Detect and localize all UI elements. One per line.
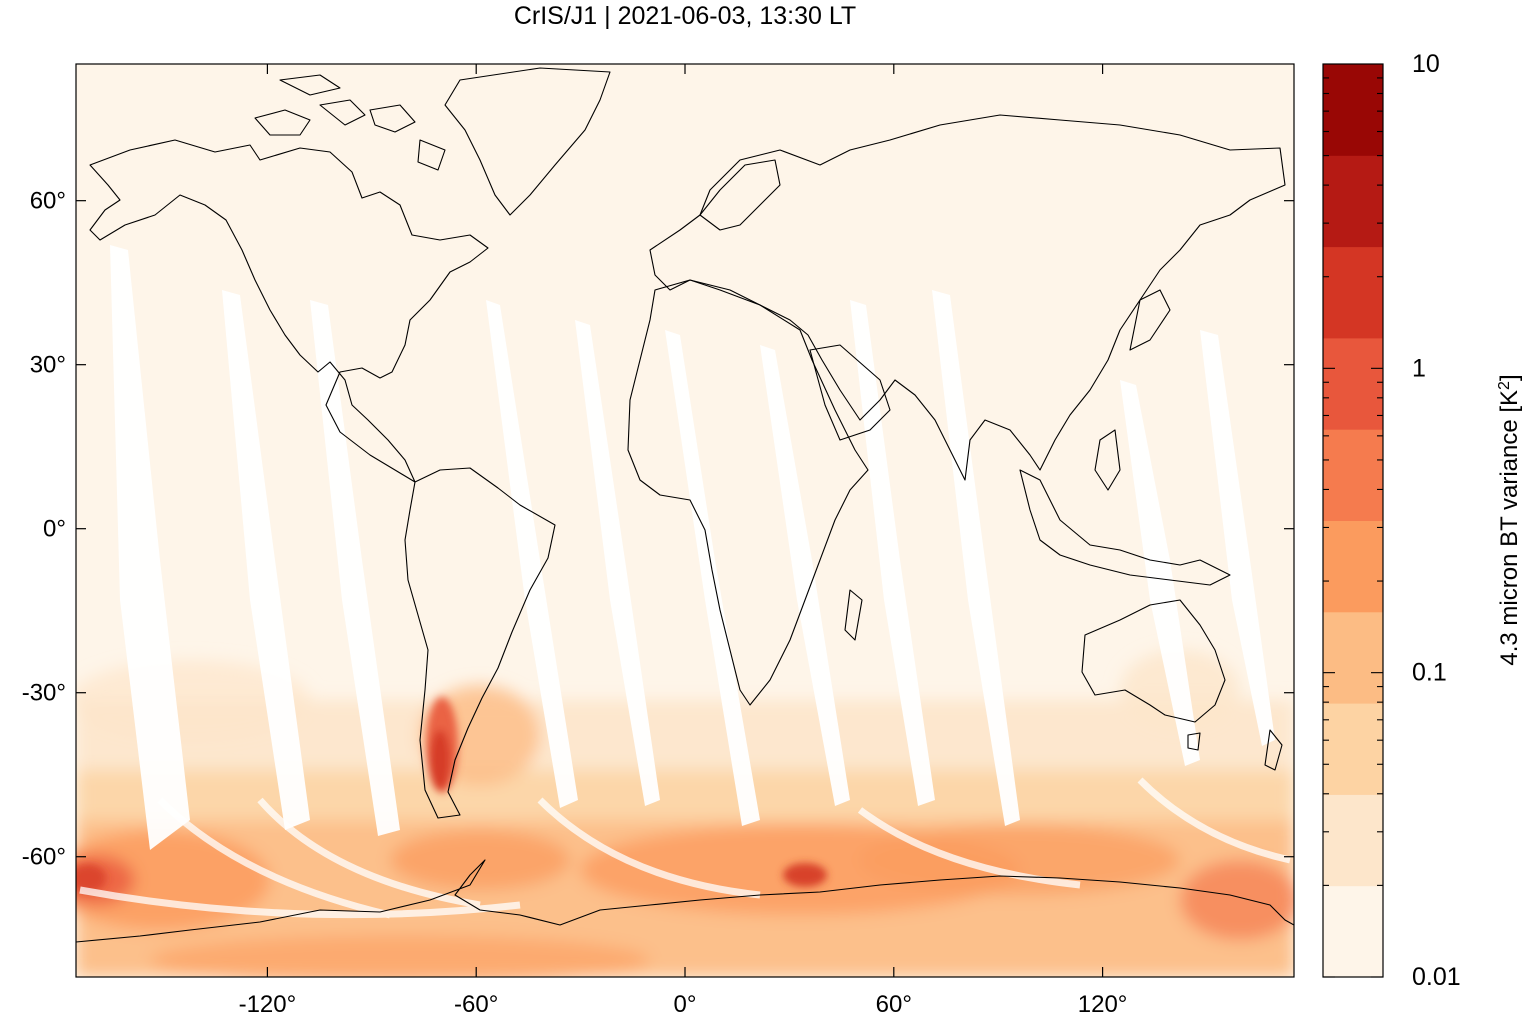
y-tick-label: -60° <box>22 844 66 871</box>
colorbar-blocks <box>1323 64 1383 978</box>
y-tick-label: 60° <box>30 188 66 215</box>
y-tick-label: 0° <box>43 516 66 543</box>
colorbar-ticks: 10 1 0.1 0.01 <box>1323 50 1461 991</box>
colorbar-tick-label: 0.1 <box>1412 659 1447 687</box>
coast-new-zealand <box>1264 729 1283 771</box>
x-axis: -120° -60° 0° 60° 120° <box>239 64 1128 1018</box>
colorbar-label-main: 4.3 micron BT variance [K <box>1496 390 1522 666</box>
coast-europe-asia <box>649 114 1286 481</box>
coast-arctic-islands <box>254 74 446 171</box>
colorbar-block <box>1323 794 1383 887</box>
coast-southeast-asia <box>1019 429 1231 586</box>
colorbar-block <box>1323 885 1383 978</box>
colorbar-frame <box>1322 63 1384 978</box>
coast-south-america <box>404 467 556 819</box>
coast-arabia <box>809 344 891 441</box>
colorbar-block <box>1323 155 1383 248</box>
colorbar-tick-label: 0.01 <box>1412 963 1461 991</box>
colorbar-block <box>1323 520 1383 613</box>
x-tick-label: 120° <box>1078 991 1128 1018</box>
colorbar-block <box>1323 337 1383 430</box>
x-tick-label: 60° <box>876 991 912 1018</box>
coast-africa <box>627 279 869 706</box>
orbit-gaps <box>110 245 1275 850</box>
chart-title: CrIS/J1 | 2021-06-03, 13:30 LT <box>513 2 857 30</box>
y-tick-label: 30° <box>30 352 66 379</box>
colorbar-block <box>1323 703 1383 795</box>
x-tick-label: 0° <box>674 991 697 1018</box>
coast-australia <box>1081 599 1226 723</box>
colorbar-label-sup: 2 <box>1496 381 1513 390</box>
coast-scandinavia <box>699 159 781 231</box>
colorbar-tick-label: 10 <box>1412 50 1440 78</box>
variance-field <box>76 650 1294 977</box>
variance-hotspots <box>76 697 827 892</box>
colorbar-label-close: ] <box>1496 374 1522 381</box>
coastlines <box>76 67 1294 943</box>
colorbar-block <box>1323 429 1383 521</box>
y-axis: 60° 30° 0° -30° -60° <box>22 188 1294 871</box>
colorbar-label: 4.3 micron BT variance [K2] <box>1496 374 1522 665</box>
coast-madagascar <box>844 589 863 641</box>
coast-greenland <box>444 67 611 216</box>
colorbar: 10 1 0.1 0.01 4.3 micron BT variance [K2] <box>1322 50 1522 991</box>
coast-tasmania <box>1187 732 1201 751</box>
y-tick-label: -30° <box>22 680 66 707</box>
coast-north-america <box>89 139 489 483</box>
coast-antarctica <box>76 859 1294 943</box>
coast-japan <box>1129 289 1171 351</box>
x-tick-label: -60° <box>454 991 498 1018</box>
x-tick-label: -120° <box>239 991 297 1018</box>
colorbar-tick-label: 1 <box>1412 354 1426 382</box>
colorbar-block <box>1323 64 1383 156</box>
colorbar-block <box>1323 611 1383 704</box>
colorbar-block <box>1323 246 1383 339</box>
plot-area <box>76 64 1294 977</box>
